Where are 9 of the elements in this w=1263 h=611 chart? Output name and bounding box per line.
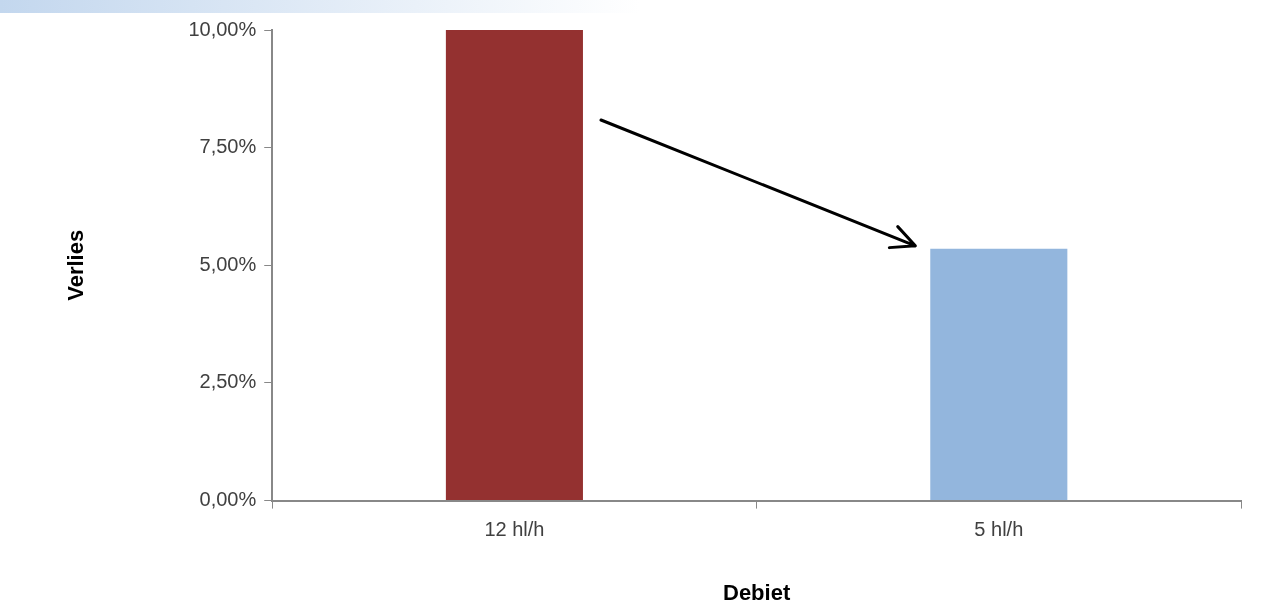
- y-tick-label: 5,00%: [199, 252, 257, 275]
- y-tick-label: 2,50%: [199, 370, 257, 393]
- x-axis-title: Debiet: [722, 579, 791, 605]
- y-axis-title: Verlies: [63, 229, 89, 301]
- y-tick-label: 7,50%: [199, 135, 257, 158]
- y-tick-label: 0,00%: [199, 488, 257, 511]
- y-tick-label: 10,00%: [188, 17, 257, 40]
- x-tick-label: 12 hl/h: [484, 518, 545, 541]
- x-tick-label: 5 hl/h: [974, 518, 1024, 541]
